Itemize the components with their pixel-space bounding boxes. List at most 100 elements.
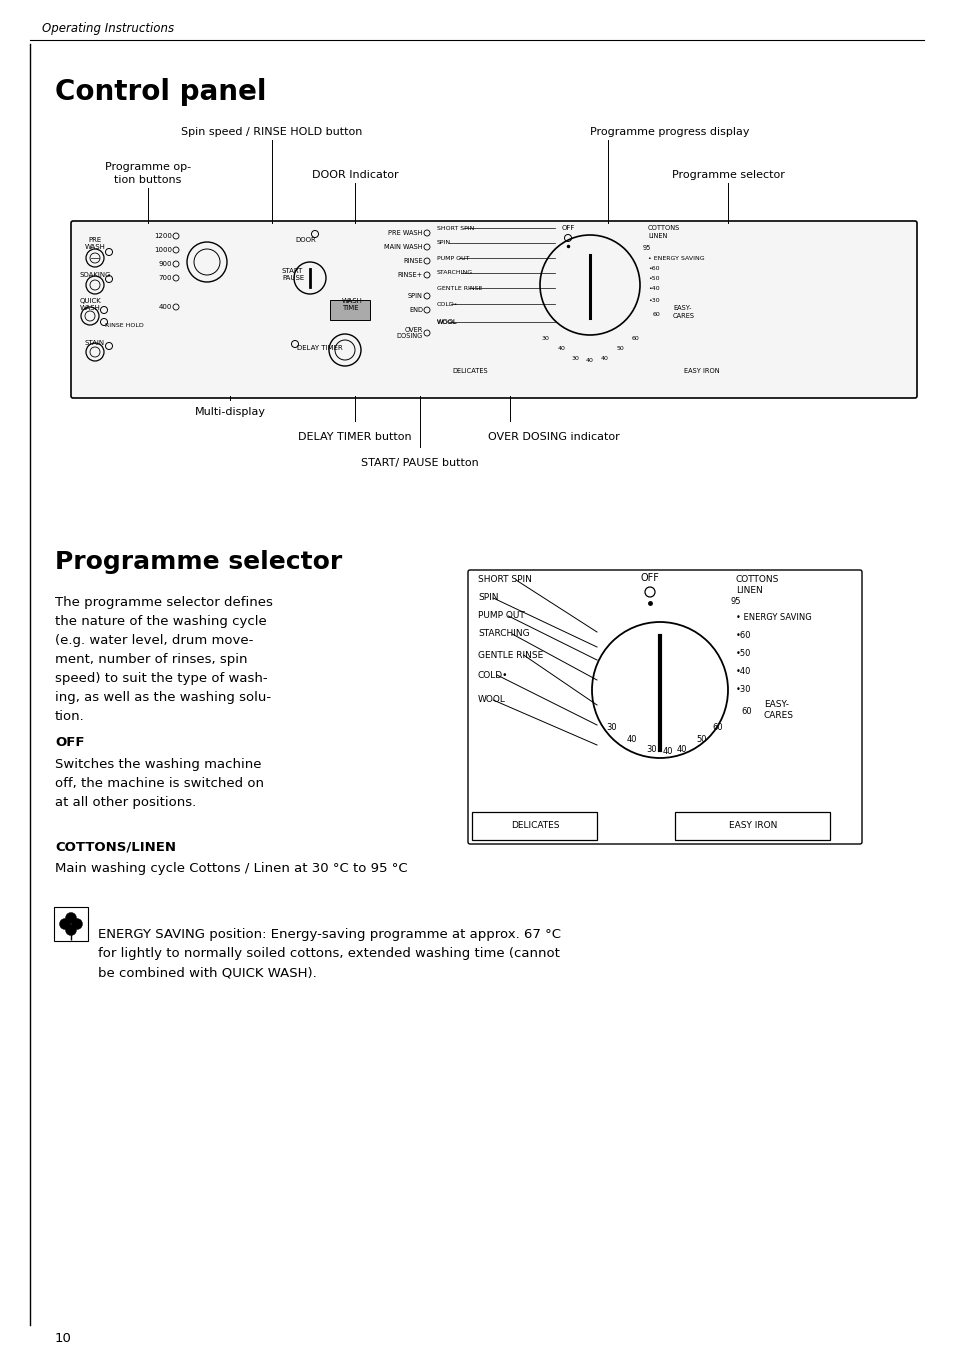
Text: Switches the washing machine: Switches the washing machine: [55, 758, 261, 771]
Text: COLD•: COLD•: [477, 671, 508, 680]
Text: 50: 50: [696, 735, 706, 745]
Text: 40: 40: [558, 346, 565, 350]
Text: 30: 30: [571, 356, 578, 361]
Text: PRE WASH: PRE WASH: [388, 230, 422, 237]
Text: Programme progress display: Programme progress display: [589, 127, 749, 137]
Text: SHORT SPIN: SHORT SPIN: [436, 226, 474, 230]
Text: DELAY TIMER: DELAY TIMER: [296, 345, 342, 352]
Text: tion buttons: tion buttons: [114, 174, 181, 185]
Text: 700: 700: [158, 274, 172, 281]
Text: GENTLE RINSE: GENTLE RINSE: [477, 650, 542, 660]
Text: SPIN: SPIN: [436, 241, 451, 246]
Text: the nature of the washing cycle: the nature of the washing cycle: [55, 615, 267, 627]
Bar: [675, 813, 829, 840]
Text: 900: 900: [158, 261, 172, 266]
Text: Programme selector: Programme selector: [671, 170, 783, 180]
Text: 30: 30: [606, 723, 617, 733]
Text: Control panel: Control panel: [55, 78, 266, 105]
Text: RINSE: RINSE: [403, 258, 422, 264]
Text: 30: 30: [540, 335, 548, 341]
Text: PRE
WASH: PRE WASH: [85, 237, 106, 250]
Text: 95: 95: [642, 245, 651, 251]
Text: •60: •60: [735, 631, 751, 641]
Text: 40: 40: [585, 357, 594, 362]
Text: Main washing cycle Cottons / Linen at 30 °C to 95 °C: Main washing cycle Cottons / Linen at 30…: [55, 863, 407, 875]
Text: 60: 60: [632, 335, 639, 341]
Text: 60: 60: [740, 707, 751, 717]
Bar: [330, 300, 370, 320]
Text: GENTLE RINSE: GENTLE RINSE: [436, 285, 482, 291]
Text: 95: 95: [730, 598, 740, 607]
FancyBboxPatch shape: [54, 907, 88, 941]
Text: RINSE+: RINSE+: [397, 272, 422, 279]
Text: •40: •40: [647, 285, 659, 291]
Text: EASY IRON: EASY IRON: [683, 368, 720, 375]
Circle shape: [66, 925, 76, 936]
Text: OFF: OFF: [55, 735, 85, 749]
Text: Programme op-: Programme op-: [105, 162, 191, 172]
Text: 60: 60: [712, 723, 722, 733]
Text: be combined with QUICK WASH).: be combined with QUICK WASH).: [98, 965, 316, 979]
Text: OFF: OFF: [639, 573, 659, 583]
Text: QUICK
WASH: QUICK WASH: [79, 297, 101, 311]
Text: 1000: 1000: [153, 247, 172, 253]
Text: 30: 30: [646, 745, 657, 754]
Text: WOOL: WOOL: [436, 319, 457, 324]
Text: STARCHING: STARCHING: [436, 270, 473, 276]
Text: DELICATES: DELICATES: [510, 822, 558, 830]
Text: ENERGY SAVING position: Energy-saving programme at approx. 67 °C: ENERGY SAVING position: Energy-saving pr…: [98, 927, 560, 941]
Text: COTTONS/LINEN: COTTONS/LINEN: [55, 840, 175, 853]
Text: START/ PAUSE button: START/ PAUSE button: [361, 458, 478, 468]
Text: EASY-
CARES: EASY- CARES: [672, 306, 695, 319]
Text: SPIN: SPIN: [408, 293, 422, 299]
Text: COLD•: COLD•: [436, 301, 458, 307]
Text: STAIN: STAIN: [85, 339, 105, 346]
Text: OFF: OFF: [560, 224, 574, 231]
Text: (e.g. water level, drum move-: (e.g. water level, drum move-: [55, 634, 253, 648]
Text: for lightly to normally soiled cottons, extended washing time (cannot: for lightly to normally soiled cottons, …: [98, 946, 559, 960]
Circle shape: [71, 918, 82, 930]
Text: STARCHING: STARCHING: [477, 630, 529, 638]
Text: • ENERGY SAVING: • ENERGY SAVING: [735, 614, 811, 622]
Text: ing, as well as the washing solu-: ing, as well as the washing solu-: [55, 691, 271, 704]
Text: 40: 40: [676, 745, 686, 754]
Text: •30: •30: [647, 297, 659, 303]
Text: DOOR Indicator: DOOR Indicator: [312, 170, 398, 180]
Text: SOAKING: SOAKING: [79, 272, 111, 279]
Text: The programme selector defines: The programme selector defines: [55, 596, 273, 608]
Text: Spin speed / RINSE HOLD button: Spin speed / RINSE HOLD button: [181, 127, 362, 137]
Text: PUMP OUT: PUMP OUT: [436, 256, 469, 261]
Circle shape: [66, 913, 76, 923]
Text: • ENERGY SAVING: • ENERGY SAVING: [647, 256, 704, 261]
Text: speed) to suit the type of wash-: speed) to suit the type of wash-: [55, 672, 268, 685]
Text: RINSE HOLD: RINSE HOLD: [105, 323, 144, 329]
Text: OVER
DOSING: OVER DOSING: [396, 326, 422, 339]
Text: ment, number of rinses, spin: ment, number of rinses, spin: [55, 653, 247, 667]
Text: COTTONS
LINEN: COTTONS LINEN: [735, 575, 779, 595]
Text: WOOL: WOOL: [477, 695, 505, 704]
Text: off, the machine is switched on: off, the machine is switched on: [55, 777, 264, 790]
Text: EASY IRON: EASY IRON: [728, 822, 777, 830]
Text: WASH
TIME: WASH TIME: [341, 297, 362, 311]
Text: 50: 50: [616, 346, 623, 350]
Text: DELICATES: DELICATES: [452, 368, 487, 375]
Text: 40: 40: [662, 748, 673, 757]
Text: •40: •40: [735, 668, 751, 676]
Text: END: END: [409, 307, 422, 314]
Text: •30: •30: [735, 685, 751, 695]
Text: at all other positions.: at all other positions.: [55, 796, 196, 808]
Text: SPIN: SPIN: [477, 594, 498, 603]
Text: EASY-
CARES: EASY- CARES: [763, 700, 793, 721]
Text: 40: 40: [600, 356, 608, 361]
Text: •60: •60: [647, 265, 659, 270]
Text: 400: 400: [158, 304, 172, 310]
Circle shape: [59, 918, 71, 930]
Text: COTTONS
LINEN: COTTONS LINEN: [647, 226, 679, 238]
Text: WOOL: WOOL: [436, 319, 456, 324]
Text: PUMP OUT: PUMP OUT: [477, 611, 524, 621]
Text: •50: •50: [735, 649, 751, 658]
Text: Operating Instructions: Operating Instructions: [42, 22, 174, 35]
Text: 60: 60: [652, 311, 660, 316]
Text: 40: 40: [626, 735, 637, 745]
Text: 10: 10: [55, 1332, 71, 1345]
